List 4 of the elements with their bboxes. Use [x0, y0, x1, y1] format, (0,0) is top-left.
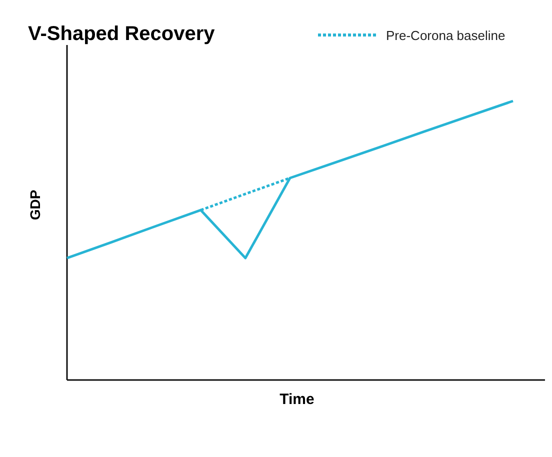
- x-axis-title: Time: [280, 391, 314, 408]
- chart-title: V-Shaped Recovery: [28, 23, 216, 45]
- y-axis-title: GDP: [27, 190, 43, 220]
- legend-label: Pre-Corona baseline: [386, 28, 506, 43]
